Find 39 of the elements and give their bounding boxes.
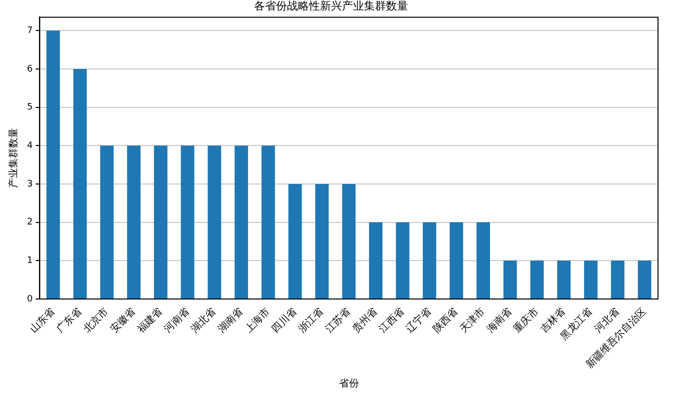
bar [638, 260, 652, 298]
bar [396, 222, 410, 298]
bar [369, 222, 382, 298]
x-tick-label: 江苏省 [323, 306, 353, 336]
x-tick-label: 陕西省 [430, 306, 460, 336]
bar [557, 260, 571, 298]
bar [234, 146, 248, 298]
y-tick-label: 3 [26, 179, 33, 190]
bar [154, 146, 168, 298]
y-axis-title: 产业集群数量 [8, 128, 20, 188]
bar [503, 260, 517, 298]
x-tick-label: 湖北省 [188, 306, 218, 336]
bar [422, 222, 436, 298]
bar [450, 222, 464, 298]
bar [288, 184, 302, 298]
chart-title: 各省份战略性新兴产业集群数量 [254, 0, 408, 12]
x-tick-label: 天津市 [458, 306, 488, 336]
bar [100, 146, 114, 298]
bar [342, 184, 356, 298]
bar [530, 260, 544, 298]
x-axis-title: 省份 [338, 378, 359, 390]
bar [180, 146, 194, 298]
y-tick-label: 1 [26, 256, 33, 266]
y-tick-label: 0 [26, 294, 33, 304]
bar [208, 146, 222, 298]
bar [315, 184, 329, 298]
bar [46, 30, 60, 298]
y-tick-label: 2 [26, 218, 33, 228]
bar [610, 260, 624, 298]
x-tick-label: 重庆市 [511, 306, 541, 336]
y-tick-label: 5 [26, 102, 33, 113]
bar [476, 222, 490, 298]
bar [73, 68, 87, 298]
bar [127, 146, 141, 298]
y-tick-label: 7 [26, 26, 33, 36]
y-tick-label: 4 [26, 140, 33, 151]
bar [584, 260, 598, 298]
y-tick-label: 6 [26, 64, 33, 74]
bar [262, 146, 275, 298]
